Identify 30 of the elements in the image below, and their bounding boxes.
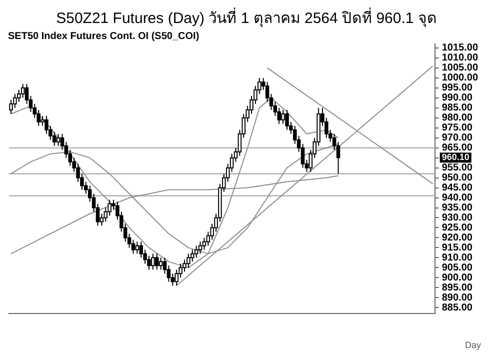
text: Day [464,340,482,350]
text: 960.10 [442,152,470,162]
y-tick-label: 970.00 [442,132,473,144]
y-tick-label: 1005.00 [442,62,478,74]
y-tick-label: 945.00 [442,182,473,194]
y-tick-label: 990.00 [442,92,473,104]
y-tick-label: 965.00 [442,142,473,154]
y-tick-label: 935.00 [442,202,473,214]
y-tick-label: 915.00 [442,242,473,254]
y-tick-label: 910.00 [442,252,473,264]
y-tick-label: 995.00 [442,82,473,94]
y-tick-label: 925.00 [442,222,473,234]
y-tick-label: 1015.00 [442,42,478,54]
y-tick-label: 930.00 [442,212,473,224]
y-tick-label: 905.00 [442,262,473,274]
chart-title: S50Z21 Futures (Day) วันที่ 1 ตุลาคม 2564 ปิดที่ 960.1 จุด [55,8,438,30]
y-tick-label: 985.00 [442,102,473,114]
y-tick-label: 980.00 [442,112,473,124]
chart-subtitle: SET50 Index Futures Cont. OI (S50_COI) [8,30,200,42]
y-tick-label: 885.00 [442,302,473,314]
y-tick-label: 890.00 [442,292,473,304]
y-tick-label: 900.00 [442,272,473,284]
y-tick-label: 950.00 [442,172,473,184]
y-tick-label: 1010.00 [442,52,478,64]
y-tick-label: 955.00 [442,162,473,174]
y-tick-label: 940.00 [442,192,473,204]
y-tick-label: 920.00 [442,232,473,244]
y-tick-label: 895.00 [442,282,473,294]
y-tick-label: 1000.00 [442,72,478,84]
y-tick-label: 975.00 [442,122,473,134]
